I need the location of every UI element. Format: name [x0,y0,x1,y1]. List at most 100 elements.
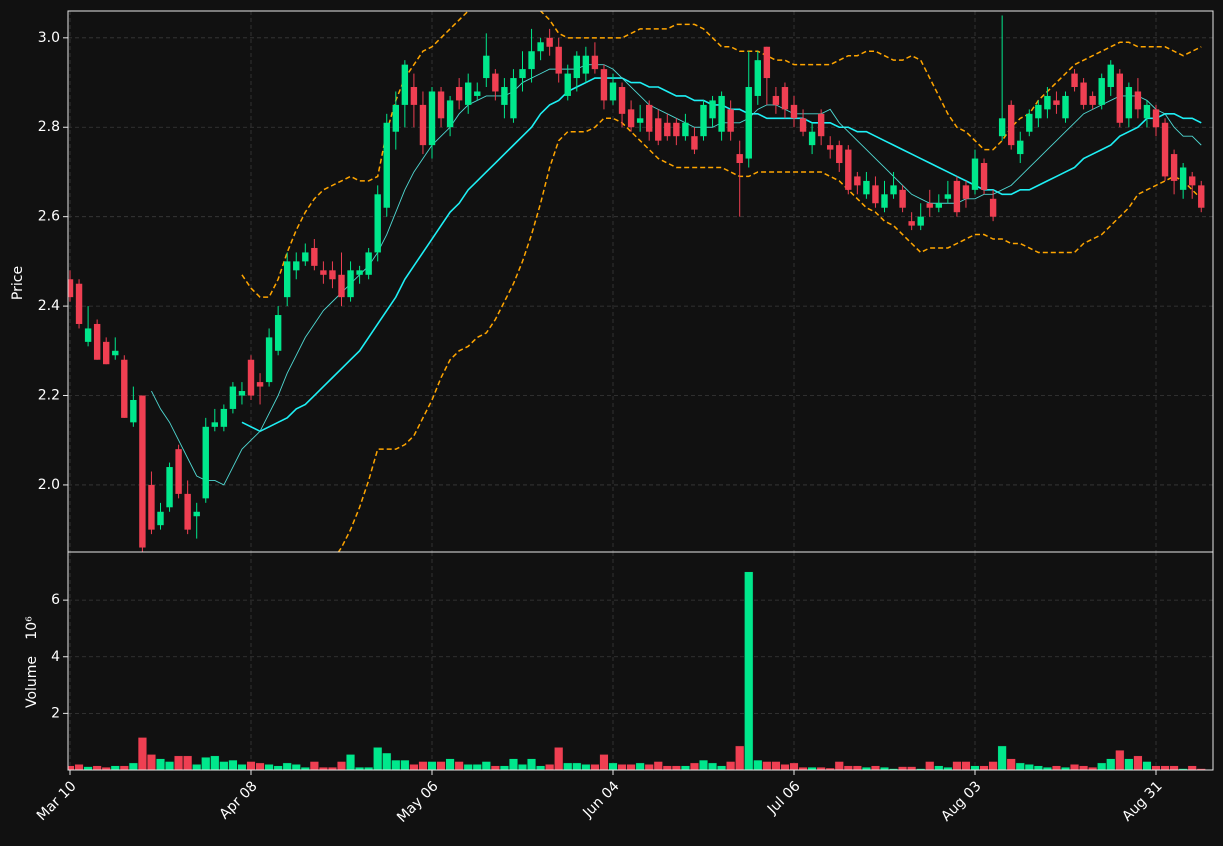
candle-body [1107,64,1114,88]
candle-body [763,46,771,79]
candle-body [1080,82,1087,105]
volume-bar [92,765,102,770]
candle-body [1179,167,1187,190]
volume-bar [599,754,609,770]
volume-bar [183,755,193,770]
volume-bar [680,765,690,770]
volume-bar [545,764,555,770]
volume-bar [554,747,564,770]
candle-body [501,87,508,105]
candle-body [1170,154,1178,181]
volume-bar [898,766,908,770]
candle-body [419,104,427,146]
volume-bar [119,765,129,770]
candle-body [790,104,798,119]
volume-bar [744,571,754,770]
volume-bar [382,752,392,770]
candle-body [971,158,979,190]
candle-body [139,395,146,548]
volume-bar [1133,755,1143,770]
candle-body [1071,73,1078,88]
volume-bar [870,765,880,770]
candle-body [1053,100,1060,105]
candle-body [772,95,780,105]
candle-body [655,118,662,141]
volume-bar [961,761,971,770]
volume-bar [1024,764,1034,770]
volume-bar [1142,761,1152,770]
volume-bar [979,765,989,770]
candle-body [401,64,409,105]
volume-bar [445,758,455,770]
candle-body [329,270,336,280]
candle-body [265,337,273,383]
volume-bar [246,761,256,770]
volume-bar [128,762,138,770]
volume-bar [635,762,645,770]
volume-bar [499,765,509,770]
candle-body [781,87,789,110]
volume-bar [337,761,347,770]
candle-body [220,408,228,427]
volume-bar [291,764,301,770]
volume-bar [346,754,356,770]
candle-body [944,194,952,199]
candle-body [618,87,626,114]
volume-bar [527,758,537,770]
volume-bar [155,758,165,770]
y-tick-label: 4 [51,649,60,665]
volume-bar [1115,749,1125,770]
volume-bar [717,765,727,770]
volume-bar [391,759,401,770]
volume-frame [67,551,1214,771]
candle-body [510,78,517,119]
candle-body [808,131,816,146]
candle-body [537,42,544,52]
volume-bar [572,762,582,770]
candle-body [455,87,463,101]
volume-bar [201,757,211,770]
candle-body [727,109,734,132]
candle-body [754,60,761,96]
volume-bar [1160,765,1170,770]
volume-bar [671,765,681,770]
candle-body [175,449,182,494]
candle-body [229,386,237,409]
candle-body [519,69,526,79]
candle-body [736,154,743,164]
candle-body [166,467,173,508]
candle-body [157,511,164,526]
candle-body [130,399,137,423]
candle-body [1008,104,1015,146]
candle-body [274,315,282,351]
volume-bar [463,764,473,770]
volume-bar [1070,764,1080,770]
candle-body [817,113,825,137]
candle-body [926,203,933,208]
candle-body [1044,95,1051,110]
candle-body [75,283,83,324]
candle-body [917,216,924,226]
candle-body [998,118,1006,137]
y-axis-label: Price [10,266,26,300]
volume-bar [83,766,93,770]
volume-bar [1033,765,1043,770]
y-tick-label: 2 [51,705,60,721]
candle-body [446,100,454,128]
volume-bar [1079,765,1089,770]
candle-body [881,194,888,208]
volume-bar [146,754,156,770]
candle-body [302,252,309,262]
candle-body [320,270,327,275]
candle-body [709,100,716,119]
candle-body [682,122,689,137]
volume-bar [373,747,383,770]
candle-body [582,55,590,74]
y-tick-label: 2.6 [38,209,60,225]
candle-body [410,87,418,105]
candle-body [247,359,255,396]
volume-bar [771,761,781,770]
candle-body [591,55,599,70]
